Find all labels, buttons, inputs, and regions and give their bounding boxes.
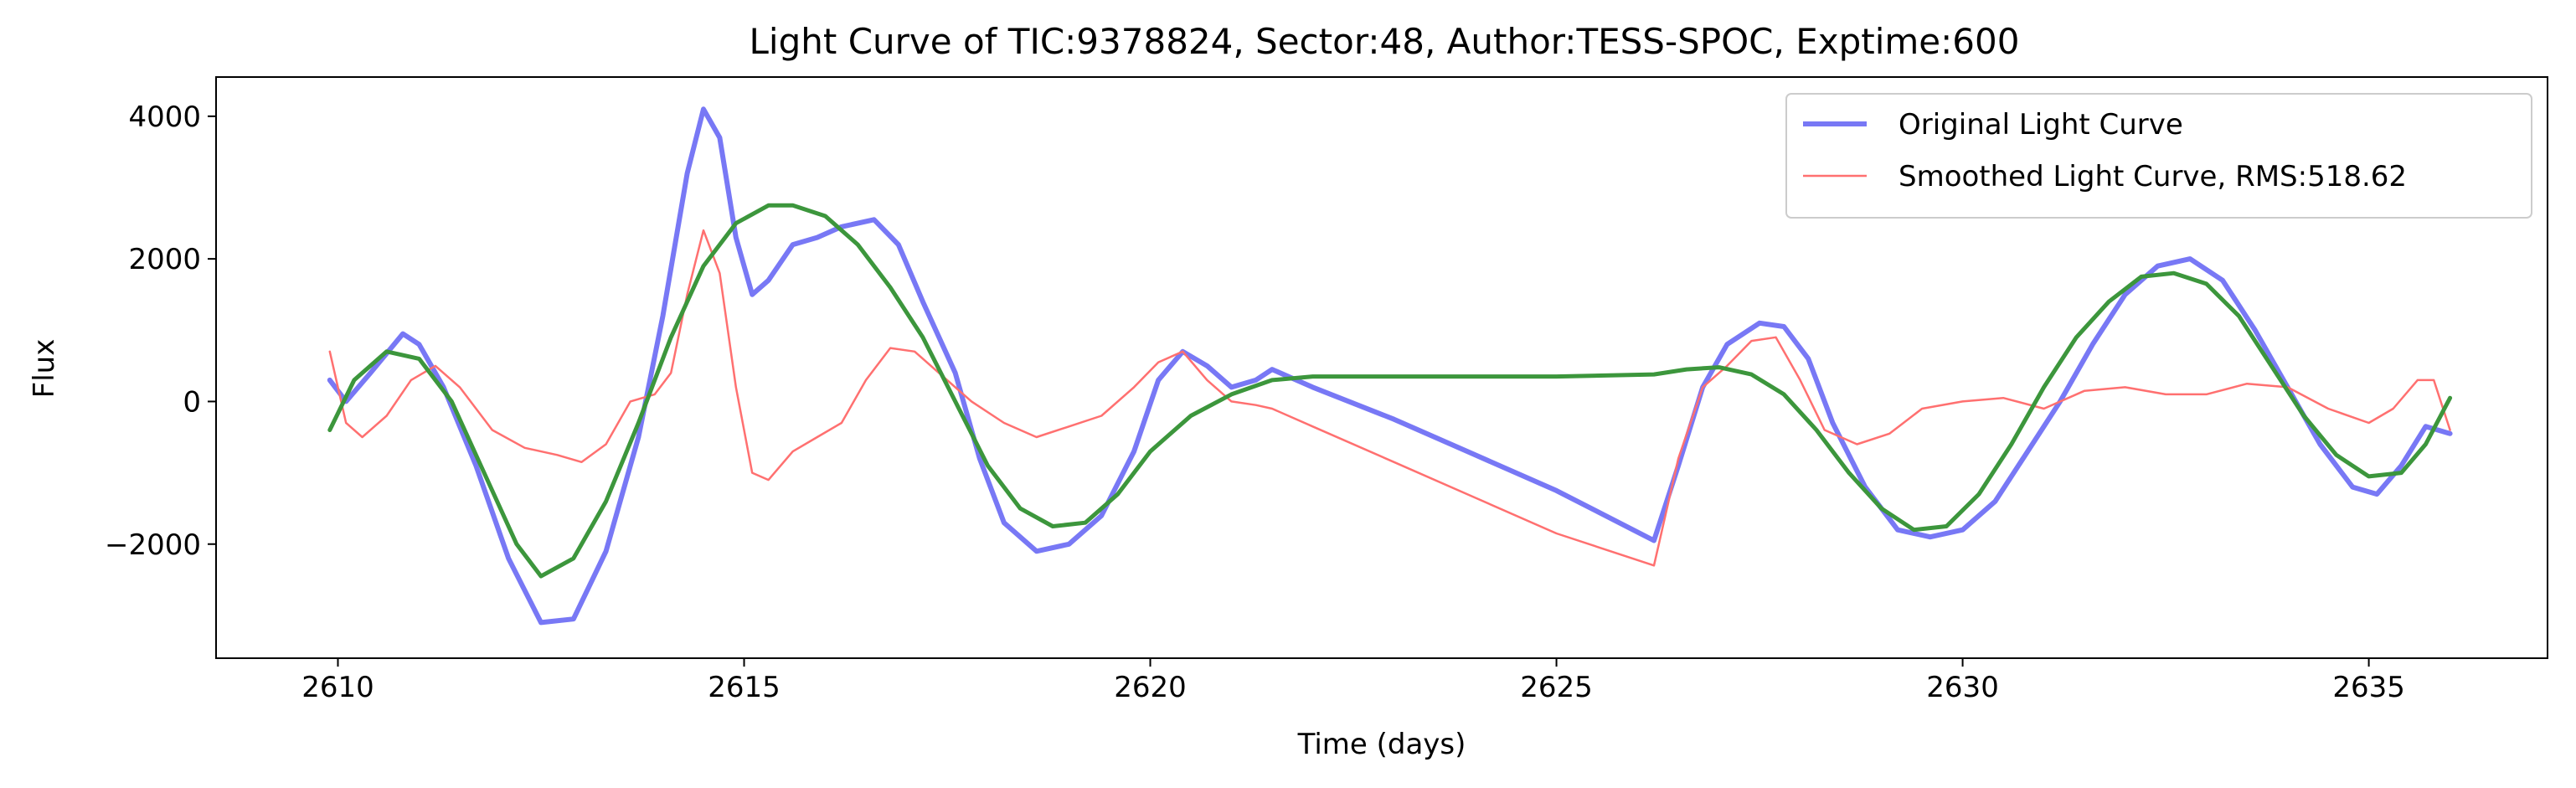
x-tick-label: 2620 — [1114, 671, 1187, 704]
axes-frame — [215, 76, 2548, 659]
plot-lines — [327, 106, 2453, 626]
y-axis: −2000 0 2000 4000 — [105, 100, 216, 562]
series-line-1 — [328, 229, 2451, 567]
legend-label: Original Light Curve — [1899, 108, 2183, 142]
series-line-0 — [327, 106, 2453, 626]
y-tick-label: −2000 — [105, 528, 201, 562]
x-tick-label: 2625 — [1520, 671, 1593, 704]
x-tick-label: 2610 — [301, 671, 374, 704]
y-tick-label: 4000 — [128, 100, 201, 134]
chart-title: Light Curve of TIC:9378824, Sector:48, A… — [750, 21, 2020, 62]
x-axis-label: Time (days) — [1297, 728, 1466, 761]
legend: Original Light Curve Smoothed Light Curve… — [1785, 93, 2532, 219]
y-tick-label: 2000 — [128, 243, 201, 276]
x-axis: 2610 2615 2620 2625 2630 2635 — [301, 658, 2405, 704]
legend-box — [1785, 93, 2532, 219]
x-tick-label: 2615 — [708, 671, 781, 704]
legend-label: Smoothed Light Curve, RMS:518.62 — [1899, 160, 2407, 193]
y-tick-label: 0 — [183, 385, 201, 419]
x-tick-label: 2635 — [2332, 671, 2405, 704]
y-axis-label: Flux — [28, 339, 61, 399]
series-line-2 — [327, 203, 2453, 579]
x-tick-label: 2630 — [1926, 671, 1999, 704]
